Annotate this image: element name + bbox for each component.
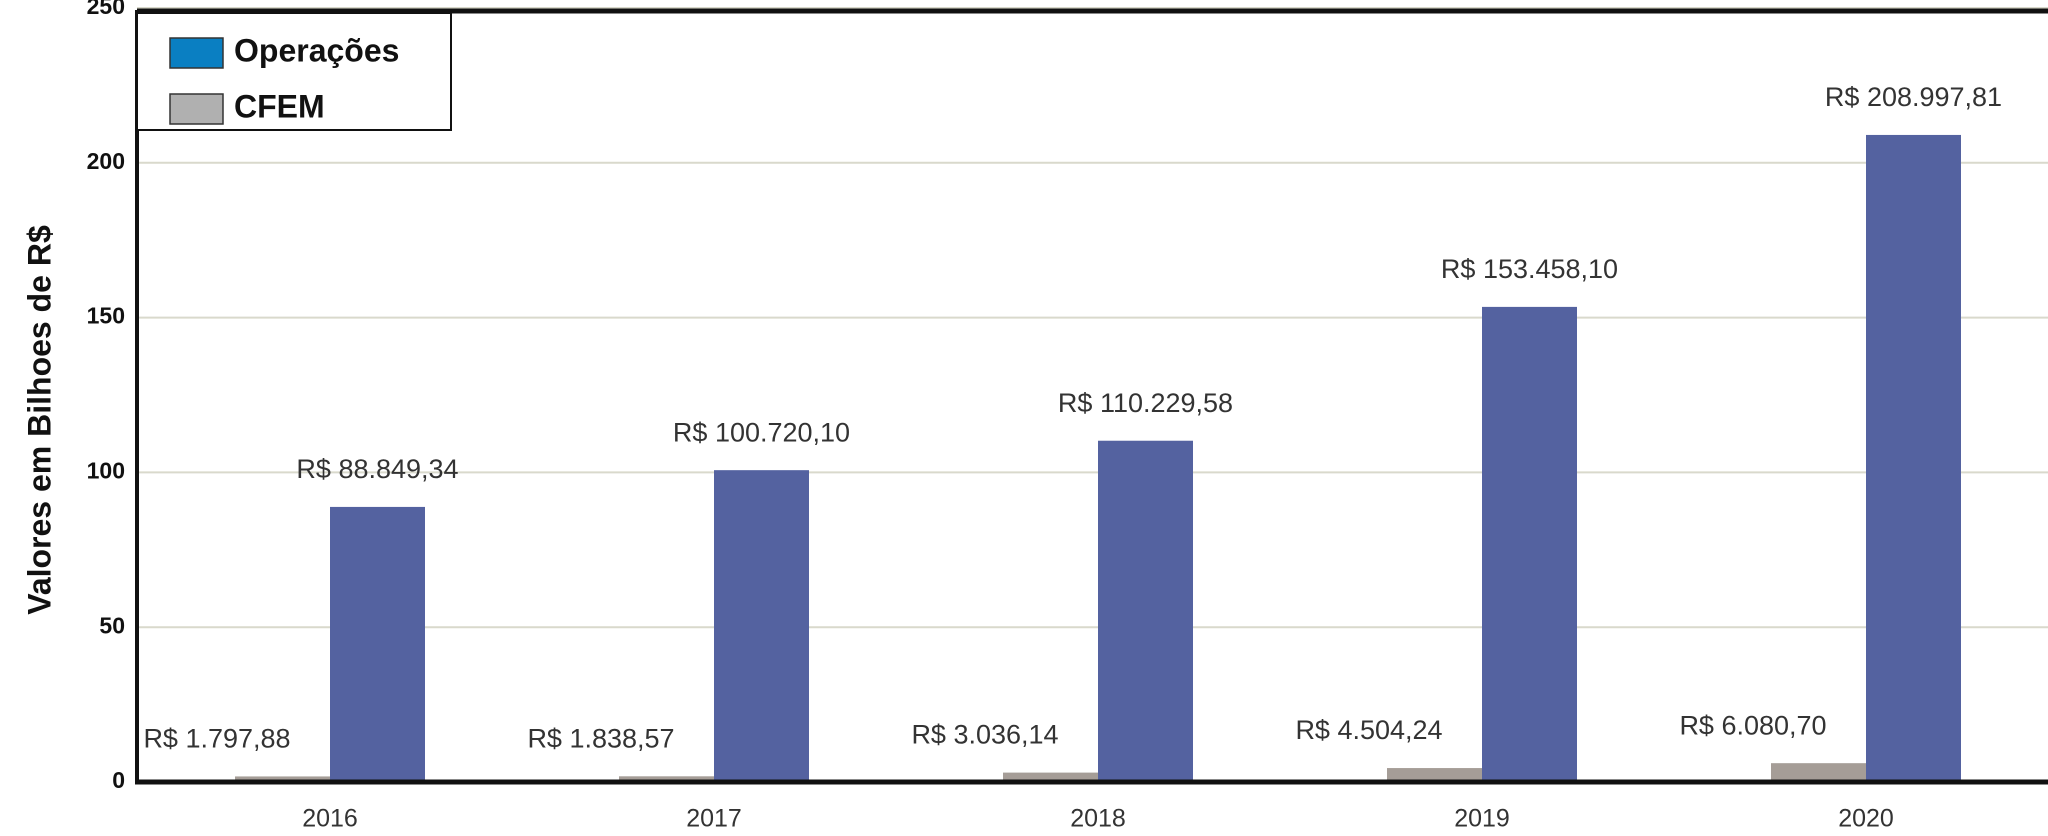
y-tick-label: 250: [87, 0, 125, 19]
bar: [1098, 440, 1193, 782]
bar: [1866, 134, 1961, 783]
value-label: R$ 153.458,10: [1441, 254, 1618, 284]
x-tick-label: 2019: [1454, 805, 1510, 833]
y-axis-title: Valores em Bilhoes de R$: [21, 225, 57, 615]
y-tick-label: 200: [87, 148, 125, 174]
value-label: R$ 1.838,57: [527, 723, 674, 753]
y-tick-label: 0: [112, 767, 125, 793]
value-label: R$ 110.229,58: [1058, 388, 1233, 418]
value-label: R$ 3.036,14: [911, 720, 1058, 750]
x-tick-label: 2020: [1838, 805, 1894, 833]
bar: [1003, 772, 1098, 782]
value-label: R$ 100.720,10: [673, 417, 850, 447]
bar: [1482, 306, 1577, 782]
bar: [235, 776, 330, 782]
x-tick-label: 2016: [302, 805, 358, 833]
y-tick-label: 150: [87, 303, 125, 329]
bar: [619, 776, 714, 782]
y-tick-label: 100: [87, 457, 125, 483]
bar: [714, 470, 809, 782]
legend-label: Operações: [234, 32, 399, 68]
legend: Operações CFEM: [136, 12, 452, 131]
bar: [330, 506, 425, 782]
value-label: R$ 1.797,88: [143, 724, 290, 754]
bar: [1387, 768, 1482, 782]
bar: [1771, 763, 1866, 782]
legend-swatch: [169, 37, 224, 69]
value-label: R$ 4.504,24: [1295, 715, 1442, 745]
legend-label: CFEM: [234, 88, 325, 124]
legend-swatch: [169, 93, 224, 125]
value-label: R$ 208.997,81: [1825, 82, 2002, 112]
y-tick-label: 50: [99, 612, 125, 638]
value-label: R$ 88.849,34: [296, 454, 458, 484]
x-tick-label: 2017: [686, 805, 742, 833]
value-label: R$ 6.080,70: [1679, 710, 1826, 740]
x-tick-label: 2018: [1070, 805, 1126, 833]
